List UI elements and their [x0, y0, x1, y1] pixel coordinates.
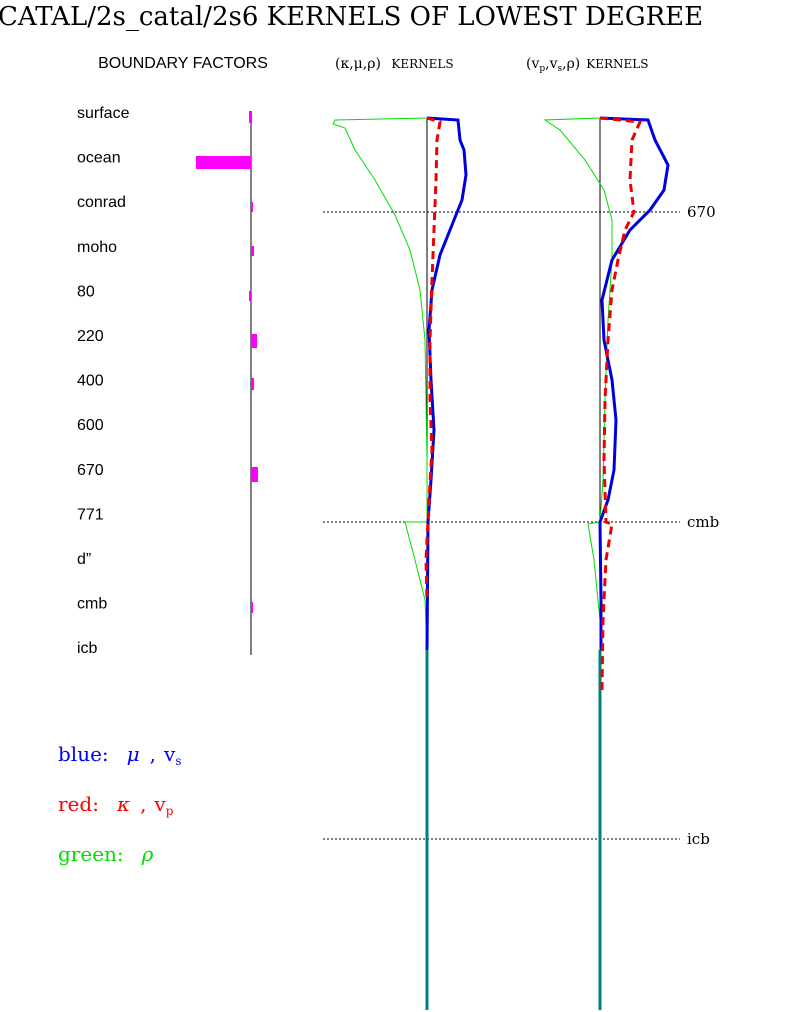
t: ,v — [545, 56, 557, 72]
legend-sub: s — [175, 754, 181, 768]
depth-lines — [323, 211, 680, 840]
boundary-label: 400 — [77, 373, 104, 390]
legend-var: v — [153, 792, 166, 816]
boundary-label: 600 — [77, 417, 104, 434]
t: ,ρ) — [562, 56, 580, 72]
boundary-label: 670 — [77, 462, 104, 479]
legend-item: green: ρ — [58, 842, 154, 866]
legend-sep: , — [150, 742, 156, 766]
legend-var: v — [163, 742, 176, 766]
boundary-label: 80 — [77, 283, 95, 300]
legend-symbol: κ — [116, 792, 130, 816]
t: p — [539, 64, 545, 74]
t: s — [558, 64, 563, 74]
panel1 — [332, 116, 468, 1010]
t: KERNELS — [586, 57, 648, 71]
legend-sep: , — [140, 792, 146, 816]
boundary-label: ocean — [77, 150, 121, 167]
boundary-label: conrad — [77, 194, 126, 211]
legend-label: green: — [58, 842, 124, 866]
boundary-label: icb — [77, 640, 98, 657]
boundary-label: cmb — [77, 596, 107, 613]
boundary-label: moho — [77, 239, 117, 256]
panel1-title: (κ,μ,ρ) KERNELS — [335, 56, 454, 72]
boundary-bars — [196, 111, 258, 613]
panel2 — [543, 116, 670, 1010]
boundary-label: surface — [77, 105, 130, 122]
t: (v — [526, 56, 539, 72]
boundary-label: 771 — [77, 506, 104, 523]
panel1-vars: (κ,μ,ρ) — [335, 56, 381, 72]
depth-label: cmb — [687, 513, 719, 531]
boundary-title: BOUNDARY FACTORS — [98, 55, 268, 72]
panel1-word: KERNELS — [391, 57, 453, 71]
title: CATAL/2s_catal/2s6 KERNELS OF LOWEST DEG… — [0, 2, 703, 32]
boundary-label: 220 — [77, 328, 104, 345]
depth-label: 670 — [687, 203, 716, 221]
panel2-title: (vp,vs,ρ) KERNELS — [526, 56, 649, 74]
legend-label: blue: — [58, 742, 109, 766]
depth-label: icb — [687, 830, 710, 848]
legend-item: red: κ, vp — [58, 792, 174, 818]
legend-item: blue: μ, vs — [58, 742, 182, 768]
legend-label: red: — [58, 792, 99, 816]
legend-sub: p — [166, 804, 174, 818]
legend-symbol: μ — [127, 742, 140, 766]
boundary-label: d” — [77, 551, 91, 568]
legend-symbol: ρ — [141, 842, 154, 866]
